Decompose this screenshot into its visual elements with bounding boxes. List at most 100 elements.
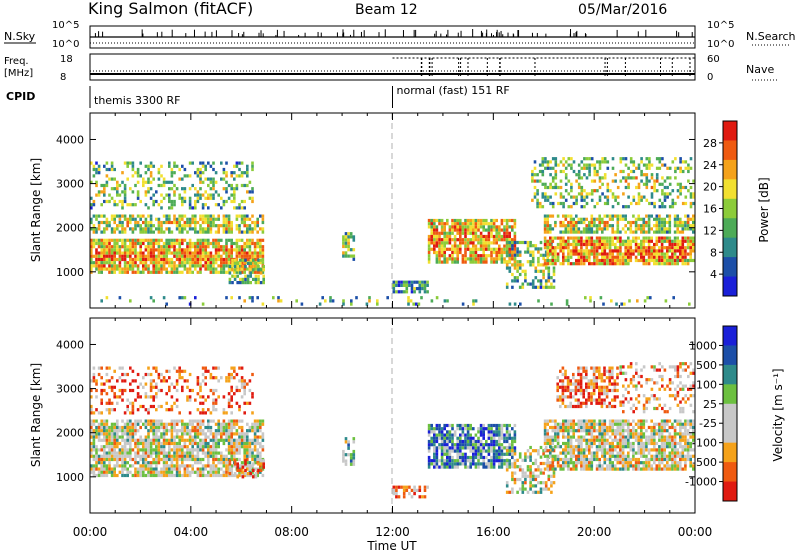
heatmap-cell bbox=[202, 442, 205, 445]
heatmap-cell bbox=[565, 199, 568, 202]
heatmap-cell bbox=[165, 432, 168, 435]
heatmap-cell bbox=[106, 255, 109, 258]
heatmap-cell bbox=[663, 218, 666, 221]
heatmap-cell bbox=[186, 452, 189, 455]
heatmap-cell bbox=[212, 258, 215, 261]
heatmap-cell bbox=[176, 379, 179, 382]
heatmap-cell bbox=[472, 235, 475, 238]
heatmap-cell bbox=[95, 239, 98, 242]
heatmap-cell bbox=[501, 248, 504, 251]
heatmap-cell bbox=[411, 489, 414, 492]
heatmap-cell bbox=[456, 248, 459, 251]
heatmap-cell bbox=[436, 456, 439, 459]
heatmap-cell bbox=[640, 231, 643, 234]
heatmap-cell bbox=[438, 235, 441, 238]
heatmap-cell bbox=[184, 445, 187, 448]
heatmap-cell bbox=[176, 445, 179, 448]
heatmap-cell bbox=[469, 446, 472, 449]
heatmap-cell bbox=[98, 221, 101, 224]
heatmap-cell bbox=[490, 232, 493, 235]
heatmap-cell bbox=[243, 386, 246, 389]
heatmap-cell bbox=[155, 386, 158, 389]
heatmap-cell bbox=[627, 240, 630, 243]
heatmap-cell bbox=[251, 227, 254, 230]
heatmap-cell bbox=[168, 206, 171, 209]
heatmap-cell bbox=[661, 262, 664, 265]
heatmap-cell bbox=[113, 242, 116, 245]
heatmap-cell bbox=[498, 462, 501, 465]
heatmap-cell bbox=[575, 173, 578, 176]
heatmap-cell bbox=[251, 221, 254, 224]
heatmap-cell bbox=[113, 168, 116, 171]
heatmap-cell bbox=[234, 472, 237, 475]
heatmap-cell bbox=[171, 471, 174, 474]
heatmap-cell bbox=[554, 249, 557, 252]
heatmap-cell bbox=[475, 219, 478, 222]
heatmap-cell bbox=[220, 268, 223, 271]
heatmap-cell bbox=[562, 196, 565, 199]
heatmap-cell bbox=[212, 445, 215, 448]
heatmap-cell bbox=[163, 436, 166, 439]
heatmap-cell bbox=[207, 221, 210, 224]
heatmap-cell bbox=[548, 267, 551, 270]
heatmap-cell bbox=[469, 434, 472, 437]
heatmap-cell bbox=[243, 411, 246, 414]
heatmap-cell bbox=[171, 383, 174, 386]
heatmap-cell bbox=[433, 466, 436, 469]
heatmap-cell bbox=[165, 379, 168, 382]
heatmap-cell bbox=[495, 235, 498, 238]
heatmap-cell bbox=[197, 442, 200, 445]
heatmap-cell bbox=[171, 408, 174, 411]
heatmap-cell bbox=[108, 221, 111, 224]
heatmap-cell bbox=[160, 206, 163, 209]
heatmap-cell bbox=[145, 452, 148, 455]
heatmap-cell bbox=[106, 379, 109, 382]
heatmap-cell bbox=[671, 249, 674, 252]
heatmap-cell bbox=[540, 247, 543, 250]
heatmap-cell bbox=[173, 436, 176, 439]
heatmap-cell bbox=[651, 186, 654, 189]
heatmap-cell bbox=[482, 261, 485, 264]
heatmap-cell bbox=[676, 259, 679, 262]
heatmap-cell bbox=[121, 452, 124, 455]
heatmap-cell bbox=[606, 237, 609, 240]
heatmap-cell bbox=[212, 224, 215, 227]
heatmap-cell bbox=[598, 224, 601, 227]
heatmap-cell bbox=[197, 436, 200, 439]
heatmap-cell bbox=[661, 249, 664, 252]
heatmap-cell bbox=[687, 215, 690, 218]
heatmap-cell bbox=[241, 206, 244, 209]
heatmap-cell bbox=[464, 440, 467, 443]
heatmap-cell bbox=[134, 399, 137, 402]
heatmap-cell bbox=[570, 157, 573, 160]
heatmap-cell bbox=[189, 224, 192, 227]
heatmap-cell bbox=[498, 257, 501, 260]
heatmap-cell bbox=[413, 492, 416, 495]
heatmap-cell bbox=[632, 221, 635, 224]
heatmap-cell bbox=[596, 173, 599, 176]
heatmap-cell bbox=[548, 279, 551, 282]
heatmap-cell bbox=[171, 252, 174, 255]
heatmap-cell bbox=[234, 462, 237, 465]
heatmap-cell bbox=[212, 464, 215, 467]
heatmap-cell bbox=[672, 205, 675, 208]
heatmap-cell bbox=[233, 423, 236, 426]
heatmap-cell bbox=[692, 221, 695, 224]
heatmap-cell bbox=[449, 232, 452, 235]
heatmap-cell bbox=[617, 218, 620, 221]
heatmap-cell bbox=[103, 200, 106, 203]
heatmap-cell bbox=[158, 436, 161, 439]
heatmap-cell bbox=[565, 160, 568, 163]
heatmap-cell bbox=[126, 264, 129, 267]
heatmap-cell bbox=[95, 461, 98, 464]
heatmap-cell bbox=[223, 432, 226, 435]
heatmap-cell bbox=[217, 452, 220, 455]
heatmap-cell bbox=[552, 253, 555, 256]
heatmap-cell bbox=[643, 224, 646, 227]
heatmap-cell bbox=[223, 442, 226, 445]
heatmap-cell bbox=[229, 281, 232, 284]
heatmap-cell bbox=[225, 296, 228, 299]
heatmap-cell bbox=[230, 231, 233, 234]
heatmap-cell bbox=[236, 268, 239, 271]
heatmap-cell bbox=[254, 255, 257, 258]
